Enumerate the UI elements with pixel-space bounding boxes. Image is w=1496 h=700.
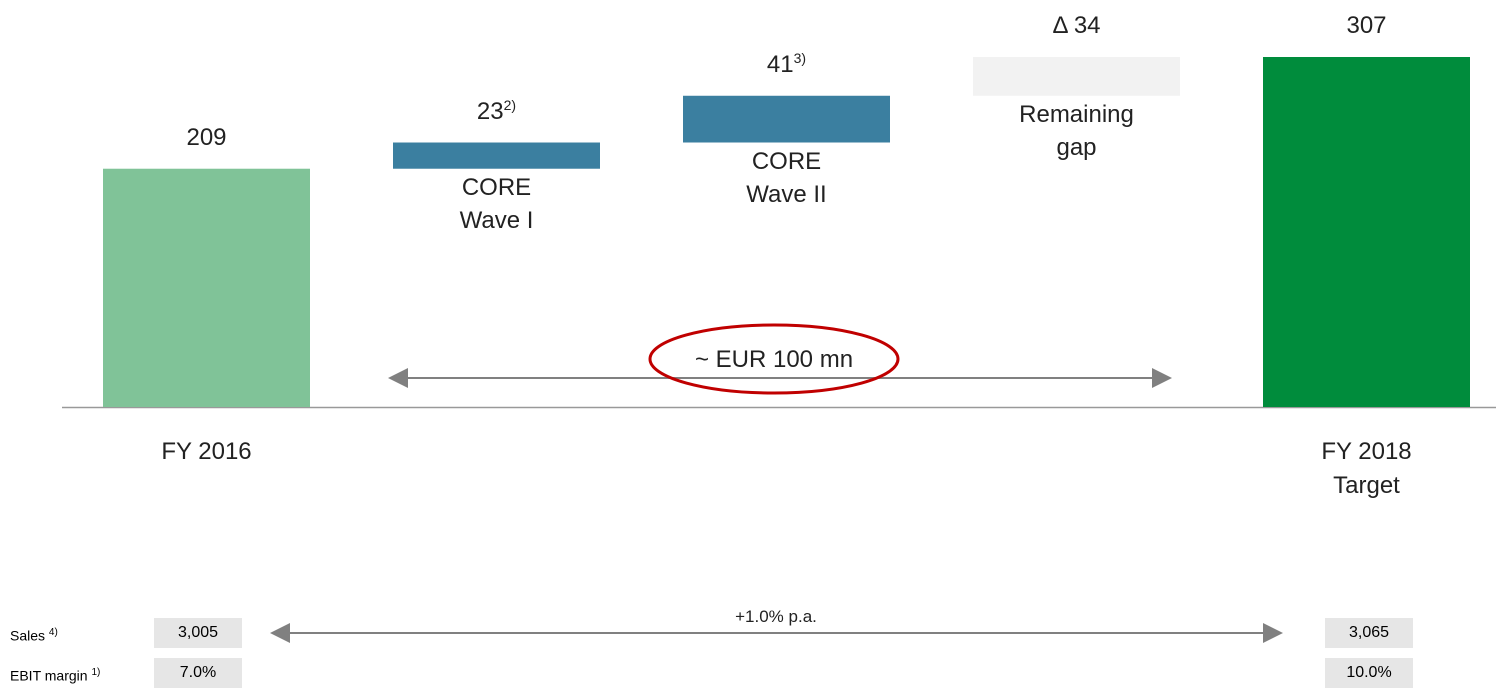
row-label-text: EBIT margin: [10, 667, 88, 684]
table-cell: 3,005: [154, 618, 242, 648]
value-text: 23: [476, 97, 504, 125]
annotation: ~ EUR 100 mn: [694, 346, 854, 373]
value-text: 41: [766, 50, 794, 78]
value-label: Δ 34: [1052, 9, 1100, 43]
bar: [973, 57, 1180, 96]
category-label: CORE Wave I: [459, 173, 534, 235]
row-label-text: Sales: [10, 627, 46, 644]
category-label: FY 2018 Target: [1321, 438, 1412, 499]
row-note: 4): [48, 627, 58, 638]
value-text: 307: [1346, 12, 1387, 39]
row-label: Sales 4): [10, 618, 58, 651]
category-label: CORE Wave II: [746, 147, 827, 209]
value-text: 209: [186, 123, 227, 151]
category-label: Remaining gap: [1019, 100, 1134, 162]
row-note: 1): [91, 667, 101, 678]
bar: [1263, 57, 1470, 407]
table-cell: 7.0%: [154, 658, 242, 688]
value-text: Δ 34: [1052, 12, 1101, 39]
bar: [683, 95, 890, 143]
bar: [103, 168, 310, 407]
highlight-ellipse: [648, 323, 900, 395]
table-cell: 3,065: [1325, 618, 1413, 648]
row-label: EBIT margin 1): [10, 658, 100, 691]
value-label: 232): [477, 95, 516, 129]
value-label: 209: [186, 121, 226, 155]
growth-label: +1.0% p.a.: [735, 607, 817, 626]
category-label: FY 2016: [161, 438, 252, 465]
value-label: 413): [767, 48, 806, 82]
table-cell: 10.0%: [1325, 658, 1413, 688]
bar: [393, 142, 600, 169]
footnote: 3): [793, 49, 807, 66]
value-label: 307: [1346, 9, 1386, 43]
footnote: 2): [503, 96, 517, 113]
